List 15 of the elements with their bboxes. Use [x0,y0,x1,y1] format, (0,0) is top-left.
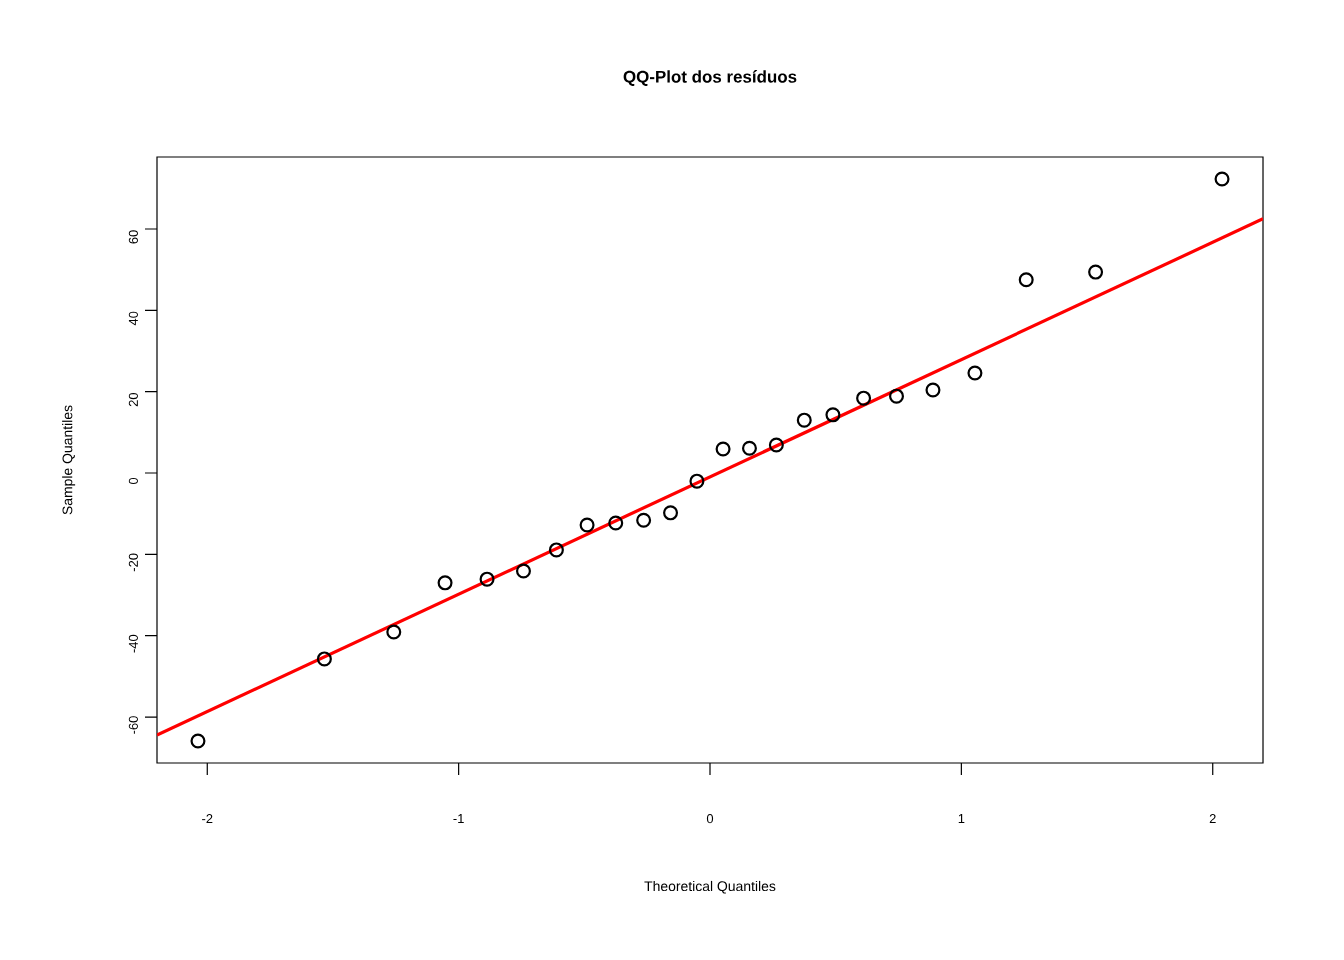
x-tick-label: -1 [453,814,464,823]
y-tick-label: -20 [128,553,138,572]
chart-title: QQ-Plot dos resíduos [623,70,797,86]
y-tick-label: -60 [128,716,138,734]
y-tick-label: 20 [128,392,138,407]
y-tick-label: 0 [128,477,138,485]
y-tick-label: -40 [128,634,138,653]
x-tick-label: 2 [1209,814,1216,824]
x-tick-label: 0 [706,814,714,824]
y-axis-title: Sample Quantiles [62,405,76,515]
y-tick-label: 40 [128,311,138,326]
y-tick-label: 60 [128,230,138,244]
x-tick-label: -2 [202,814,213,824]
x-tick-label: 1 [958,814,965,823]
x-axis-title: Theoretical Quantiles [644,880,776,894]
